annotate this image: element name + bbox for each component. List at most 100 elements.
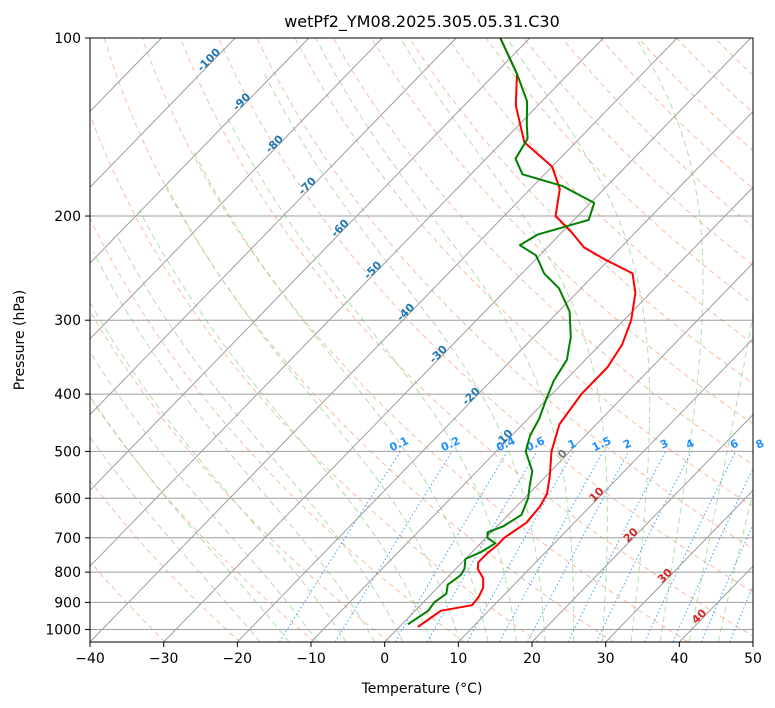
x-tick-label: −30 bbox=[149, 651, 179, 667]
y-tick-label: 400 bbox=[54, 387, 81, 403]
mixing-ratio-label: 3 bbox=[658, 437, 670, 452]
isotherm-label: 20 bbox=[621, 525, 641, 545]
dry-adiabat-line bbox=[409, 38, 753, 385]
isotherm-line bbox=[90, 38, 310, 264]
moist-adiabat-line bbox=[90, 436, 261, 642]
isotherm-line bbox=[90, 38, 236, 188]
moist-adiabat-line bbox=[688, 310, 753, 642]
dry-adiabat-line bbox=[90, 310, 390, 642]
mixing-ratio-label: 4 bbox=[684, 437, 697, 452]
isotherm-line bbox=[531, 413, 753, 642]
moist-adiabat-line bbox=[635, 38, 704, 642]
isotherm-line bbox=[90, 38, 457, 416]
isotherm-label: -90 bbox=[230, 90, 253, 113]
moist-adiabat-line bbox=[399, 38, 608, 642]
mixing-ratio-line bbox=[498, 451, 604, 642]
y-tick-label: 700 bbox=[54, 531, 81, 547]
moist-adiabat-line bbox=[90, 301, 347, 642]
isotherm-line bbox=[90, 38, 604, 567]
mixing-ratio-line bbox=[595, 451, 692, 642]
y-tick-label: 1000 bbox=[45, 622, 81, 638]
x-tick-label: 0 bbox=[380, 651, 389, 667]
dry-adiabat-line bbox=[638, 38, 753, 152]
isotherm-line bbox=[90, 38, 383, 340]
moist-adiabat-line bbox=[506, 38, 651, 642]
x-tick-label: −20 bbox=[223, 651, 253, 667]
mixing-ratio-label: 6 bbox=[728, 437, 741, 452]
mixing-ratio-line bbox=[334, 451, 453, 642]
dry-adiabat-line bbox=[332, 38, 753, 466]
x-tick-label: 20 bbox=[523, 651, 541, 667]
isotherm-label: 10 bbox=[587, 484, 607, 504]
temperature-profile-line bbox=[417, 38, 637, 628]
y-tick-label: 500 bbox=[54, 444, 81, 460]
x-tick-label: 30 bbox=[597, 651, 615, 667]
dry-adiabat-line bbox=[90, 113, 540, 642]
mixing-ratio-line bbox=[567, 451, 667, 642]
moist-adiabat-line bbox=[116, 234, 404, 642]
moist-adiabat-line bbox=[717, 490, 753, 642]
y-tick-label: 100 bbox=[54, 31, 81, 47]
dewpoint-profile-line bbox=[407, 38, 596, 626]
dry-adiabat-line bbox=[141, 38, 689, 642]
mixing-ratio-line bbox=[672, 467, 753, 642]
background-lines bbox=[90, 38, 775, 642]
moist-adiabat-line bbox=[90, 395, 290, 642]
moist-adiabat-line bbox=[90, 350, 319, 642]
dry-adiabat-line bbox=[447, 38, 753, 345]
moist-adiabat-line bbox=[163, 181, 461, 642]
dry-adiabat-line bbox=[90, 396, 316, 642]
y-tick-label: 200 bbox=[54, 209, 81, 225]
y-axis: 1000 900 800 700 600 500 400 300 200 100 bbox=[45, 31, 90, 638]
isotherm-line bbox=[310, 186, 753, 642]
dry-adiabat-line bbox=[294, 38, 753, 508]
grid-lines bbox=[90, 38, 753, 642]
isotherm-label: -70 bbox=[296, 174, 319, 197]
isotherm-line bbox=[163, 38, 752, 642]
chart-title: wetPf2_YM08.2025.305.05.31.C30 bbox=[284, 12, 560, 32]
sounding-series bbox=[407, 38, 637, 628]
x-tick-label: 50 bbox=[744, 651, 762, 667]
mixing-ratio-label: 2 bbox=[621, 437, 633, 452]
isotherm-label: -20 bbox=[460, 385, 483, 408]
dry-adiabat-line bbox=[370, 38, 753, 425]
x-tick-label: 10 bbox=[449, 651, 467, 667]
mixing-ratio-line bbox=[754, 451, 775, 642]
mixing-ratio-line bbox=[278, 451, 401, 642]
dry-adiabat-line bbox=[752, 38, 753, 39]
isotherm-line bbox=[236, 110, 753, 642]
y-tick-label: 600 bbox=[54, 491, 81, 507]
isotherm-line bbox=[90, 38, 678, 642]
dry-adiabat-line bbox=[561, 38, 753, 228]
mixing-ratio-line bbox=[700, 523, 753, 642]
x-axis: −40 −30 −20 −10 0 10 20 30 40 50 bbox=[75, 642, 762, 667]
isotherm-line bbox=[605, 489, 753, 642]
x-tick-label: 40 bbox=[670, 651, 688, 667]
isotherm-label: -30 bbox=[427, 342, 450, 365]
dry-adiabat-line bbox=[523, 38, 753, 266]
plot-frame bbox=[89, 37, 754, 643]
isotherm-line bbox=[457, 338, 753, 642]
mixing-ratio-line bbox=[426, 451, 538, 642]
y-tick-label: 900 bbox=[54, 595, 81, 611]
moist-adiabat-line bbox=[138, 209, 432, 642]
dry-adiabat-line bbox=[90, 479, 241, 642]
mixing-ratio-line bbox=[729, 585, 753, 642]
moist-adiabat-line bbox=[315, 38, 575, 642]
dry-adiabat-line bbox=[485, 38, 753, 305]
x-axis-title: Temperature (°C) bbox=[361, 681, 483, 697]
isotherm-label: -80 bbox=[263, 132, 286, 155]
isotherm-line bbox=[384, 262, 753, 642]
isotherm-line bbox=[752, 641, 753, 642]
dry-adiabat-line bbox=[218, 38, 753, 593]
isotherm-label: -50 bbox=[361, 258, 384, 281]
dry-adiabat-line bbox=[599, 38, 753, 190]
dry-adiabat-line bbox=[714, 38, 753, 77]
isotherm-line bbox=[90, 38, 531, 492]
dry-adiabat-line bbox=[676, 38, 753, 114]
x-tick-label: −40 bbox=[75, 651, 105, 667]
y-tick-label: 300 bbox=[54, 313, 81, 329]
isotherm-label: 40 bbox=[689, 606, 709, 626]
isotherm-label: -60 bbox=[328, 216, 351, 239]
